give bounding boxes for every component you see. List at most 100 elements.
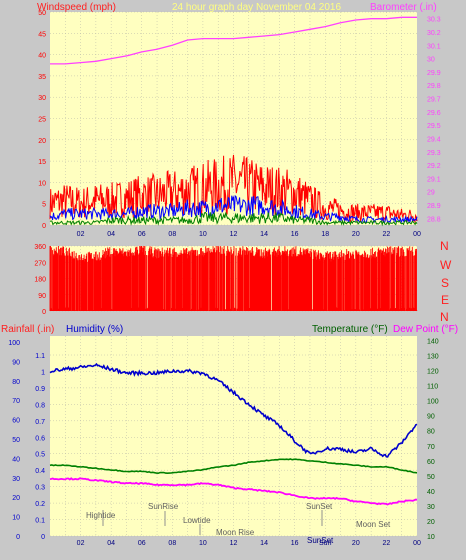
barometer-tick-label: 29.2 bbox=[427, 163, 441, 170]
hour-tick-label-bottom: 22 bbox=[383, 540, 391, 547]
temperature-tick-label: 80 bbox=[427, 429, 435, 436]
humidity-tick-label: 10 bbox=[12, 515, 20, 522]
rainfall-tick-label: 0.7 bbox=[35, 419, 45, 426]
barometer-tick-label: 30 bbox=[427, 57, 435, 64]
humidity-tick-label: 40 bbox=[12, 456, 20, 463]
barometer-tick-label: 29.7 bbox=[427, 97, 441, 104]
humidity-tick-label: 30 bbox=[12, 476, 20, 483]
windspeed-tick-label: 15 bbox=[38, 159, 46, 166]
barometer-tick-label: 28.9 bbox=[427, 203, 441, 210]
rainfall-tick-label: 0.9 bbox=[35, 386, 45, 393]
humidity-tick-label: 50 bbox=[12, 437, 20, 444]
direction-tick-label: 180 bbox=[34, 277, 46, 284]
barometer-label: Barometer (.in) bbox=[370, 2, 437, 13]
humidity-tick-label: 20 bbox=[12, 495, 20, 502]
windspeed-tick-label: 30 bbox=[38, 95, 46, 102]
hour-tick-label-bottom: 16 bbox=[291, 540, 299, 547]
rainfall-tick-label: 0.2 bbox=[35, 501, 45, 508]
temperature-series bbox=[49, 458, 418, 475]
temperature-tick-label: 20 bbox=[427, 519, 435, 526]
barometer-tick-label: 30.1 bbox=[427, 43, 441, 50]
windspeed-tick-label: 25 bbox=[38, 117, 46, 124]
temperature-tick-label: 10 bbox=[427, 534, 435, 541]
direction-tick-label: 0 bbox=[42, 309, 46, 316]
rainfall-tick-label: 0.1 bbox=[35, 518, 45, 525]
windspeed-avg-series bbox=[49, 194, 418, 224]
barometer-tick-label: 28.8 bbox=[427, 216, 441, 223]
hour-tick-label: 08 bbox=[168, 231, 176, 238]
hour-tick-label: 22 bbox=[383, 231, 391, 238]
temperature-tick-label: 50 bbox=[427, 474, 435, 481]
humidity-label: Humidity (%) bbox=[66, 324, 123, 335]
barometer-tick-label: 29.6 bbox=[427, 110, 441, 117]
hour-tick-label: 04 bbox=[107, 231, 115, 238]
hour-tick-label-bottom: 02 bbox=[77, 540, 85, 547]
rainfall-tick-label: 0.8 bbox=[35, 402, 45, 409]
barometer-tick-label: 29.1 bbox=[427, 176, 441, 183]
barometer-tick-label: 29 bbox=[427, 190, 435, 197]
humidity-tick-label: 80 bbox=[12, 379, 20, 386]
windspeed-tick-label: 45 bbox=[38, 31, 46, 38]
hour-tick-label-bottom: 04 bbox=[107, 540, 115, 547]
hour-tick-label: 12 bbox=[230, 231, 238, 238]
humidity-tick-label: 70 bbox=[12, 398, 20, 405]
windspeed-tick-label: 35 bbox=[38, 74, 46, 81]
graph-date-title: 24 hour graph day November 04 2016 bbox=[172, 2, 341, 13]
direction-tick-label: 90 bbox=[38, 293, 46, 300]
compass-e: E bbox=[441, 293, 449, 307]
windspeed-tick-label: 40 bbox=[38, 53, 46, 60]
barometer-tick-label: 29.8 bbox=[427, 83, 441, 90]
windspeed-label: Windspeed (mph) bbox=[37, 2, 116, 13]
rainfall-tick-label: 0.6 bbox=[35, 435, 45, 442]
temperature-tick-label: 30 bbox=[427, 504, 435, 511]
rainfall-tick-label: 0 bbox=[41, 534, 45, 541]
temperature-tick-label: 140 bbox=[427, 339, 439, 346]
hour-tick-label: 16 bbox=[291, 231, 299, 238]
temperature-tick-label: 100 bbox=[427, 399, 439, 406]
hour-tick-label-bottom: 08 bbox=[168, 540, 176, 547]
hour-tick-label: 18 bbox=[321, 231, 329, 238]
temperature-tick-label: 70 bbox=[427, 444, 435, 451]
rainfall-tick-label: 0.3 bbox=[35, 485, 45, 492]
compass-s: S bbox=[441, 276, 449, 290]
windspeed-tick-label: 50 bbox=[38, 10, 46, 17]
rainfall-tick-label: 1 bbox=[41, 369, 45, 376]
windspeed-low-series bbox=[49, 211, 418, 227]
barometer-tick-label: 30.3 bbox=[427, 17, 441, 24]
hour-tick-label: 20 bbox=[352, 231, 360, 238]
dewpoint-label: Dew Point (°F) bbox=[393, 324, 458, 335]
hightide-annotation: Hightide bbox=[86, 511, 116, 520]
hour-tick-label: 00 bbox=[413, 231, 421, 238]
hour-tick-label-bottom: 14 bbox=[260, 540, 268, 547]
temperature-tick-label: 130 bbox=[427, 354, 439, 361]
direction-tick-label: 270 bbox=[34, 260, 46, 267]
humidity-tick-label: 90 bbox=[12, 359, 20, 366]
barometer-tick-label: 29.5 bbox=[427, 123, 441, 130]
temperature-tick-label: 40 bbox=[427, 489, 435, 496]
sunset-axis-annotation: SunSet bbox=[307, 536, 334, 545]
hour-tick-label-bottom: 10 bbox=[199, 540, 207, 547]
barometer-tick-label: 29.9 bbox=[427, 70, 441, 77]
temperature-label: Temperature (°F) bbox=[312, 324, 388, 335]
windspeed-tick-label: 20 bbox=[38, 138, 46, 145]
rainfall-tick-label: 0.5 bbox=[35, 452, 45, 459]
direction-tick-label: 360 bbox=[34, 244, 46, 251]
barometer-tick-label: 29.3 bbox=[427, 150, 441, 157]
hour-tick-label-bottom: 12 bbox=[230, 540, 238, 547]
hour-tick-label: 10 bbox=[199, 231, 207, 238]
compass-n-top: N bbox=[440, 239, 449, 253]
humidity-tick-label: 60 bbox=[12, 418, 20, 425]
hour-tick-label: 14 bbox=[260, 231, 268, 238]
barometer-series bbox=[50, 16, 417, 65]
sunset-annotation: SunSet bbox=[306, 502, 333, 511]
rainfall-label: Rainfall (.in) bbox=[1, 324, 54, 335]
hour-tick-label-bottom: 00 bbox=[413, 540, 421, 547]
sunrise-annotation: SunRise bbox=[148, 502, 179, 511]
hour-tick-label: 02 bbox=[77, 231, 85, 238]
hour-tick-label-bottom: 20 bbox=[352, 540, 360, 547]
rainfall-tick-label: 0.4 bbox=[35, 468, 45, 475]
barometer-tick-label: 29.4 bbox=[427, 136, 441, 143]
temperature-tick-label: 90 bbox=[427, 414, 435, 421]
dewpoint-series bbox=[49, 477, 418, 506]
